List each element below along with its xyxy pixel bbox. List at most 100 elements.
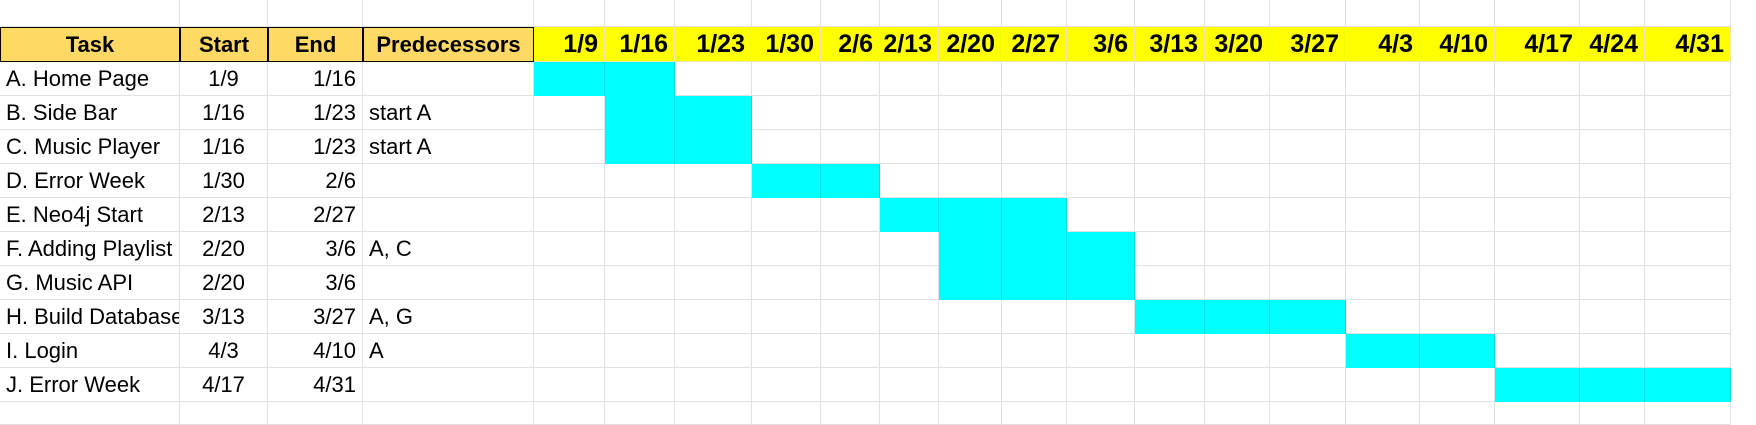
timeline-cell[interactable] xyxy=(1645,334,1731,368)
timeline-cell[interactable] xyxy=(534,96,605,130)
timeline-cell[interactable] xyxy=(675,368,752,402)
empty-cell[interactable] xyxy=(363,402,534,425)
timeline-cell[interactable] xyxy=(752,232,821,266)
empty-cell[interactable] xyxy=(1580,0,1645,27)
timeline-header-cell[interactable]: 1/23 xyxy=(675,27,752,62)
timeline-cell[interactable] xyxy=(1346,368,1420,402)
timeline-cell[interactable] xyxy=(1135,198,1205,232)
end-date-cell[interactable]: 4/31 xyxy=(268,368,363,402)
timeline-cell[interactable] xyxy=(1580,198,1645,232)
timeline-cell[interactable] xyxy=(821,368,880,402)
timeline-cell[interactable] xyxy=(605,198,675,232)
timeline-cell[interactable] xyxy=(675,232,752,266)
timeline-cell[interactable] xyxy=(1580,232,1645,266)
task-name-cell[interactable]: I. Login xyxy=(0,334,180,368)
empty-cell[interactable] xyxy=(1135,402,1205,425)
timeline-cell[interactable] xyxy=(1270,164,1346,198)
empty-cell[interactable] xyxy=(1270,402,1346,425)
timeline-cell[interactable] xyxy=(1645,164,1731,198)
timeline-cell[interactable] xyxy=(1495,164,1580,198)
timeline-cell[interactable] xyxy=(1645,130,1731,164)
timeline-cell[interactable] xyxy=(752,96,821,130)
timeline-cell[interactable] xyxy=(1135,232,1205,266)
timeline-cell[interactable] xyxy=(1645,232,1731,266)
timeline-cell[interactable] xyxy=(534,300,605,334)
timeline-cell[interactable] xyxy=(534,266,605,300)
timeline-cell[interactable] xyxy=(1067,164,1135,198)
timeline-cell[interactable] xyxy=(880,368,939,402)
timeline-cell[interactable] xyxy=(1002,96,1067,130)
timeline-cell[interactable] xyxy=(675,164,752,198)
start-date-cell[interactable]: 4/17 xyxy=(180,368,268,402)
timeline-cell[interactable] xyxy=(1346,198,1420,232)
timeline-header-cell[interactable]: 3/27 xyxy=(1270,27,1346,62)
timeline-cell[interactable] xyxy=(1495,62,1580,96)
timeline-cell[interactable] xyxy=(1346,96,1420,130)
empty-cell[interactable] xyxy=(1580,402,1645,425)
empty-cell[interactable] xyxy=(180,402,268,425)
empty-cell[interactable] xyxy=(1495,0,1580,27)
timeline-cell[interactable] xyxy=(939,368,1002,402)
timeline-cell[interactable] xyxy=(1205,198,1270,232)
empty-cell[interactable] xyxy=(1067,402,1135,425)
timeline-header-cell[interactable]: 4/31 xyxy=(1645,27,1731,62)
empty-cell[interactable] xyxy=(0,402,180,425)
timeline-header-cell[interactable]: 4/17 xyxy=(1495,27,1580,62)
task-name-cell[interactable]: H. Build Database xyxy=(0,300,180,334)
empty-cell[interactable] xyxy=(939,0,1002,27)
timeline-cell[interactable] xyxy=(821,266,880,300)
timeline-cell[interactable] xyxy=(880,62,939,96)
timeline-cell[interactable] xyxy=(1346,232,1420,266)
timeline-cell[interactable] xyxy=(1420,232,1495,266)
empty-cell[interactable] xyxy=(1270,0,1346,27)
timeline-cell[interactable] xyxy=(821,232,880,266)
predecessors-cell[interactable]: start A xyxy=(363,96,534,130)
timeline-cell[interactable] xyxy=(1346,266,1420,300)
task-name-cell[interactable]: F. Adding Playlist xyxy=(0,232,180,266)
end-date-cell[interactable]: 3/27 xyxy=(268,300,363,334)
timeline-cell[interactable] xyxy=(1135,62,1205,96)
timeline-cell[interactable] xyxy=(1205,368,1270,402)
timeline-cell[interactable] xyxy=(752,300,821,334)
timeline-cell[interactable] xyxy=(1270,198,1346,232)
timeline-cell[interactable] xyxy=(821,300,880,334)
task-name-cell[interactable]: B. Side Bar xyxy=(0,96,180,130)
timeline-cell[interactable] xyxy=(605,334,675,368)
timeline-cell[interactable] xyxy=(1067,198,1135,232)
timeline-cell[interactable] xyxy=(1645,198,1731,232)
timeline-cell[interactable] xyxy=(821,130,880,164)
timeline-cell[interactable] xyxy=(605,266,675,300)
timeline-cell[interactable] xyxy=(1067,334,1135,368)
task-name-cell[interactable]: E. Neo4j Start xyxy=(0,198,180,232)
timeline-cell[interactable] xyxy=(1067,300,1135,334)
timeline-cell[interactable] xyxy=(939,96,1002,130)
timeline-cell[interactable] xyxy=(1645,62,1731,96)
timeline-cell[interactable] xyxy=(1135,266,1205,300)
header-end[interactable]: End xyxy=(268,27,363,62)
timeline-cell[interactable] xyxy=(1002,62,1067,96)
timeline-cell[interactable] xyxy=(1420,96,1495,130)
timeline-cell[interactable] xyxy=(675,300,752,334)
empty-cell[interactable] xyxy=(752,402,821,425)
empty-cell[interactable] xyxy=(1002,0,1067,27)
predecessors-cell[interactable]: A, G xyxy=(363,300,534,334)
empty-cell[interactable] xyxy=(605,0,675,27)
timeline-cell[interactable] xyxy=(534,232,605,266)
timeline-cell[interactable] xyxy=(1420,62,1495,96)
timeline-cell[interactable] xyxy=(1270,368,1346,402)
timeline-cell[interactable] xyxy=(534,164,605,198)
end-date-cell[interactable]: 2/27 xyxy=(268,198,363,232)
empty-cell[interactable] xyxy=(1205,402,1270,425)
start-date-cell[interactable]: 2/20 xyxy=(180,266,268,300)
timeline-cell[interactable] xyxy=(939,164,1002,198)
timeline-cell[interactable] xyxy=(880,300,939,334)
timeline-cell[interactable] xyxy=(1067,62,1135,96)
empty-cell[interactable] xyxy=(1346,402,1420,425)
timeline-cell[interactable] xyxy=(675,266,752,300)
timeline-cell[interactable] xyxy=(939,300,1002,334)
empty-cell[interactable] xyxy=(821,0,880,27)
timeline-cell[interactable] xyxy=(1067,96,1135,130)
empty-cell[interactable] xyxy=(1495,402,1580,425)
timeline-cell[interactable] xyxy=(1420,368,1495,402)
timeline-cell[interactable] xyxy=(752,130,821,164)
